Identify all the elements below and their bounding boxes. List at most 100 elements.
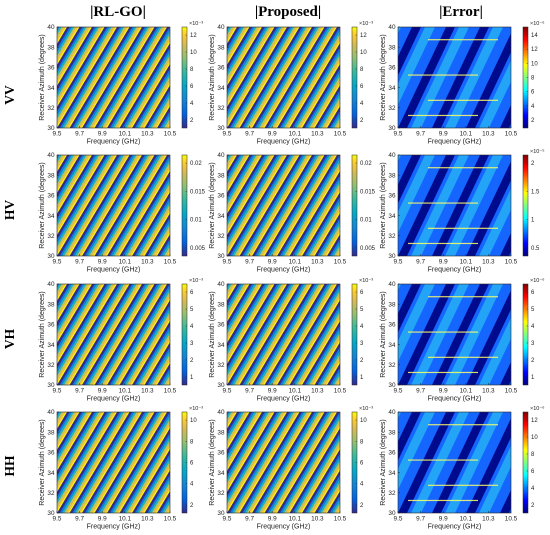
x-tick-label: 9.5 — [394, 388, 403, 395]
x-tick-label: 10.1 — [289, 259, 302, 266]
heatmap-stripe — [157, 491, 170, 513]
heatmap-stripe — [277, 155, 340, 256]
heatmap-stripe — [313, 339, 340, 385]
y-tick-label: 30 — [388, 125, 396, 132]
error-streak — [408, 114, 478, 117]
heatmap-stripe — [155, 103, 170, 128]
y-axis-label: Receiver Azimuth (degrees) — [380, 291, 387, 377]
heatmap-stripe — [132, 192, 170, 256]
y-tick-label: 38 — [388, 301, 396, 308]
y-tick-label: 30 — [47, 382, 55, 389]
heatmap-stripe — [277, 412, 340, 513]
heatmap-stripe — [336, 121, 340, 128]
heatmap-stripe — [314, 342, 340, 385]
heatmap-stripe — [162, 114, 170, 128]
heatmap-stripe — [239, 27, 303, 128]
colorbar-tick-label: 12 — [360, 33, 367, 39]
heatmap-stripe — [319, 93, 340, 128]
heatmap-stripe — [317, 89, 340, 128]
x-tick-label: 9.7 — [75, 388, 84, 395]
heatmap-stripe — [227, 27, 235, 41]
heatmap-stripe — [144, 470, 170, 513]
heatmap-stripe — [169, 384, 170, 385]
heatmap-stripe — [112, 30, 170, 128]
error-band-dark — [466, 161, 511, 256]
y-tick-label: 32 — [217, 233, 225, 240]
heatmap-stripe — [134, 68, 170, 128]
y-tick-label: 38 — [388, 429, 396, 436]
error-band-light — [445, 412, 503, 513]
error-band-dark — [432, 27, 489, 128]
heatmap-stripe — [321, 354, 340, 385]
y-tick-label: 34 — [217, 213, 225, 220]
x-tick-label: 10.5 — [164, 259, 177, 266]
heatmap-stripe — [0, 27, 33, 128]
heatmap-stripe — [288, 425, 340, 513]
x-tick-label: 9.5 — [394, 259, 403, 266]
x-tick-label: 10.5 — [164, 131, 177, 138]
colorbar-tick-label: 2 — [360, 118, 364, 124]
colorbar-tick-label: 1.5 — [531, 189, 540, 195]
heatmap-stripe — [137, 329, 170, 385]
colorbar-tick-label: 4 — [360, 324, 364, 330]
colorbar-tick-label: 6 — [190, 290, 194, 296]
heatmap-stripe — [139, 333, 170, 385]
x-tick-label: 9.5 — [223, 388, 232, 395]
colorbar-tick-label: 2 — [360, 358, 364, 364]
plot-frame — [56, 154, 171, 257]
heatmap-stripe — [157, 106, 170, 128]
x-tick-label: 10.3 — [311, 259, 324, 266]
heatmap-stripe — [302, 449, 340, 513]
heatmap-stripe — [153, 100, 170, 128]
colorbar-tick-label: 0.01 — [190, 218, 202, 224]
heatmap-stripe — [57, 27, 61, 33]
heatmap-stripe — [286, 37, 340, 128]
heatmap-stripe — [302, 321, 340, 385]
colorbar-tick-label: 2 — [531, 161, 535, 167]
x-tick-label: 9.5 — [223, 516, 232, 523]
x-axis-label: Frequency (GHz) — [428, 396, 482, 403]
heatmap-stripe — [139, 461, 170, 513]
heatmap-stripe — [57, 27, 63, 37]
colorbar-tick-label: 12 — [531, 418, 538, 424]
x-tick-label: 9.9 — [268, 131, 277, 138]
heatmap-stripe — [332, 242, 340, 256]
heatmap-stripe — [124, 179, 170, 256]
x-tick-label: 9.7 — [75, 516, 84, 523]
heatmap-stripe — [141, 207, 170, 256]
x-axis-label: Frequency (GHz) — [428, 139, 482, 146]
heatmap-stripe — [304, 68, 340, 128]
error-band-light — [398, 412, 401, 419]
colorbar-tick-label: 0.02 — [360, 161, 372, 167]
row-title-hh: HH — [2, 455, 17, 477]
y-axis-label: Receiver Azimuth (degrees) — [380, 419, 387, 505]
y-tick-label: 38 — [388, 44, 396, 51]
y-tick-label: 30 — [388, 510, 396, 517]
heatmap-stripe — [289, 170, 340, 256]
colorbar-tick-label: 4 — [531, 324, 535, 330]
x-axis-label: Frequency (GHz) — [428, 524, 482, 531]
x-tick-label: 10.1 — [119, 259, 132, 266]
colorbar-tick-label: 3 — [531, 341, 535, 347]
y-tick-label: 36 — [47, 193, 55, 200]
heatmap-stripe — [314, 85, 340, 128]
heatmap-stripe — [327, 363, 340, 385]
y-tick-label: 40 — [388, 152, 396, 159]
y-tick-label: 34 — [388, 85, 396, 92]
heatmap-stripe — [153, 485, 170, 513]
colorbar-tick-label: 2 — [360, 503, 364, 509]
heatmap-stripe — [169, 255, 170, 256]
error-streak — [408, 459, 478, 461]
heatmap-stripe — [227, 155, 228, 157]
colorbar-tick-label: 10 — [531, 61, 538, 67]
heatmap-stripe — [116, 165, 170, 256]
heatmap-stripe — [168, 381, 170, 385]
y-tick-label: 30 — [47, 253, 55, 260]
y-tick-label: 38 — [47, 301, 55, 308]
heatmap-stripe — [141, 336, 170, 385]
heatmap-stripe — [332, 371, 340, 385]
heatmap-stripe — [147, 346, 170, 385]
heatmap-stripe — [118, 168, 170, 256]
y-axis-label: Receiver Azimuth (degrees) — [380, 34, 387, 120]
heatmap-image — [57, 155, 170, 256]
